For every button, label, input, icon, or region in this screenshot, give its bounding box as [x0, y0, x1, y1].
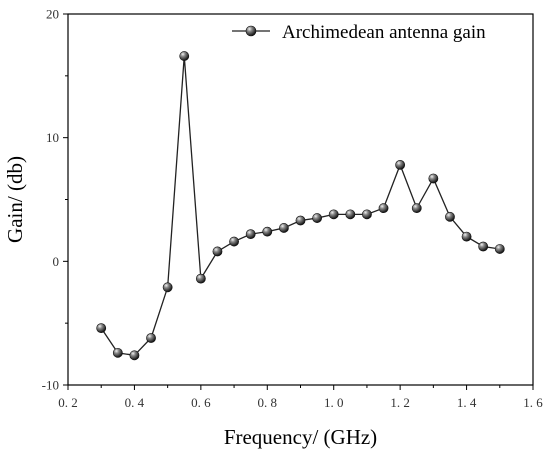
data-point [162, 282, 173, 293]
data-point [494, 244, 505, 254]
legend: Archimedean antenna gain [232, 22, 486, 43]
x-axis-title: Frequency/ (GHz) [224, 425, 377, 449]
data-point [212, 246, 223, 257]
data-point [395, 159, 406, 170]
x-tick-label: 0. 8 [258, 395, 278, 410]
data-point [312, 213, 323, 223]
data-point [362, 209, 372, 220]
data-point [229, 236, 239, 247]
data-point [112, 347, 123, 358]
data-point [378, 203, 389, 214]
data-point [129, 350, 140, 361]
y-tick-label: -10 [42, 378, 59, 393]
x-tick-label: 0. 4 [125, 395, 145, 410]
data-point [278, 223, 289, 233]
data-point [411, 203, 422, 214]
data-point [295, 215, 306, 226]
data-point [146, 333, 156, 343]
data-point [478, 241, 489, 252]
x-tick-label: 1. 2 [390, 395, 410, 410]
y-tick-label: 20 [46, 7, 59, 22]
y-tick-label: 10 [46, 130, 59, 145]
x-tick-label: 0. 6 [191, 395, 211, 410]
legend-label: Archimedean antenna gain [282, 22, 486, 43]
series-line [100, 55, 500, 357]
plot-frame [67, 13, 534, 386]
data-point [179, 51, 190, 61]
data-point [345, 209, 356, 220]
x-tick-label: 1. 6 [523, 395, 543, 410]
legend-marker [245, 25, 257, 37]
x-tick-label: 1. 0 [324, 395, 344, 410]
x-tick-label: 0. 2 [58, 395, 78, 410]
y-tick-label: 0 [53, 254, 60, 269]
data-point [445, 211, 455, 222]
data-point [195, 273, 206, 284]
data-point [328, 209, 339, 220]
data-point [245, 229, 256, 240]
data-point [428, 173, 439, 184]
y-axis-title: Gain/ (db) [3, 156, 27, 243]
data-point [96, 323, 107, 334]
x-tick-label: 1. 4 [457, 395, 477, 410]
data-point [461, 231, 472, 242]
data-point [262, 226, 273, 237]
